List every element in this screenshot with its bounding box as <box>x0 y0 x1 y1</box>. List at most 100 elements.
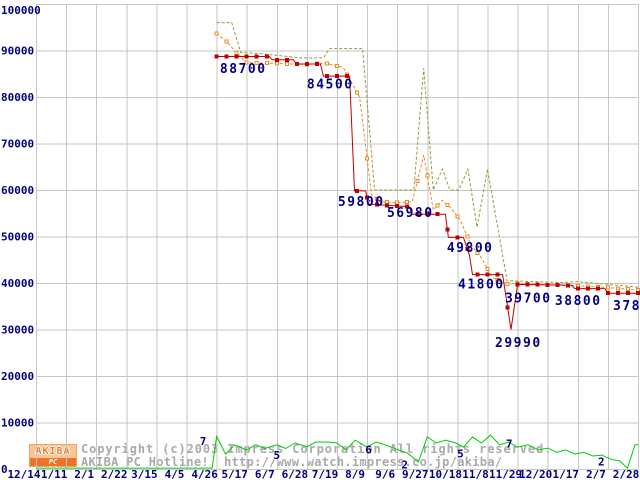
series-lowest-price-marker <box>455 235 460 240</box>
x-tick-label: 8/9 <box>345 468 365 480</box>
y-tick-label: 10000 <box>1 417 34 430</box>
series-average-price-marker <box>224 39 229 44</box>
price-label: 84500 <box>307 77 354 92</box>
count-label: 5 <box>273 449 280 462</box>
series-average-price-marker <box>505 281 510 286</box>
series-lowest-price-marker <box>415 212 420 217</box>
price-label: 41800 <box>458 277 505 292</box>
x-tick-label: 2/22 <box>101 468 128 480</box>
y-tick-label: 90000 <box>1 45 34 58</box>
series-average-price-marker <box>284 61 289 66</box>
series-average-price-marker <box>214 31 219 36</box>
series-lowest-price-marker <box>545 282 550 287</box>
series-lowest-price-marker <box>314 62 319 66</box>
series-lowest-price-marker <box>244 54 249 59</box>
series-shop-count-line <box>36 434 638 469</box>
y-tick-label: 80000 <box>1 91 34 104</box>
series-lowest-price-marker <box>525 282 530 287</box>
x-tick-label: 2/7 <box>586 468 606 480</box>
series-lowest-price-marker <box>224 54 229 59</box>
series-lowest-price-marker <box>395 203 400 208</box>
series-lowest-price-marker <box>274 57 279 62</box>
series-lowest-price-marker <box>435 212 440 217</box>
series-lowest-price-marker <box>375 202 380 207</box>
series-lowest-price-marker <box>254 54 259 59</box>
price-label: 39700 <box>505 291 552 306</box>
price-label: 56980 <box>387 206 434 221</box>
series-lowest-price-marker <box>214 54 219 59</box>
y-tick-label: 60000 <box>1 184 34 197</box>
series-lowest-price-marker <box>585 286 590 291</box>
x-tick-label: 2/1 <box>74 468 94 480</box>
series-lowest-price-marker <box>626 291 630 296</box>
series-lowest-price-marker <box>385 203 390 208</box>
series-average-price-marker <box>445 202 450 207</box>
series-average-price-marker <box>254 60 259 65</box>
series-average-price-marker <box>615 286 620 291</box>
count-label: 6 <box>365 443 372 456</box>
y-tick-label: 100000 <box>1 4 41 17</box>
series-average-price-marker <box>234 50 239 55</box>
y-tick-label: 70000 <box>1 138 34 151</box>
series-lowest-price-marker <box>535 282 540 287</box>
series-lowest-price-marker <box>304 62 309 66</box>
series-lowest-price-marker <box>325 74 329 79</box>
series-average-price-marker <box>485 266 490 271</box>
count-label: 2 <box>598 456 605 469</box>
y-tick-label: 50000 <box>1 231 34 244</box>
x-tick-label: 1/17 <box>553 468 580 480</box>
series-lowest-price-marker <box>485 272 490 277</box>
series-average-price-marker <box>385 200 390 205</box>
x-tick-label: 3/15 <box>131 468 158 480</box>
series-average-price-marker <box>355 90 360 95</box>
series-lowest-price-marker <box>264 54 269 59</box>
count-label: 2 <box>401 458 408 471</box>
price-label: 88700 <box>220 62 267 77</box>
series-lowest-price-marker <box>365 195 370 200</box>
x-tick-label: 11/29 <box>489 468 522 480</box>
x-tick-label: 12/20 <box>519 468 552 480</box>
series-lowest-price-marker <box>355 188 360 193</box>
x-tick-label: 5/17 <box>221 468 248 480</box>
y-tick-label: 0 <box>1 463 8 476</box>
series-lowest-price-marker <box>555 283 560 288</box>
series-average-price-marker <box>636 288 640 292</box>
series-lowest-price-marker <box>345 74 349 79</box>
x-tick-label: 4/26 <box>191 468 218 480</box>
series-lowest-price-marker <box>445 227 450 232</box>
series-lowest-price-marker <box>615 291 620 296</box>
series-lowest-price-marker <box>335 74 339 79</box>
series-lowest-price-marker <box>595 286 600 291</box>
series-lowest-price-marker <box>505 305 510 310</box>
series-average-price-marker <box>244 60 249 65</box>
series-average-price-marker <box>495 277 500 282</box>
series-average-price-marker <box>425 173 430 178</box>
x-tick-label: 4/5 <box>165 468 185 480</box>
series-average-price-marker <box>264 61 269 66</box>
x-tick-label: 2/28 <box>613 468 640 480</box>
copyright-line-2: AKIBA PC Hotline! http://www.watch.impre… <box>81 455 503 469</box>
series-lowest-price-marker <box>294 62 299 66</box>
series-lowest-price-marker <box>234 54 239 59</box>
series-lowest-price-marker <box>465 247 470 252</box>
price-label: 49800 <box>447 241 494 256</box>
series-average-price-marker <box>475 250 480 255</box>
series-lowest-price-marker <box>405 204 410 209</box>
x-tick-label: 7/19 <box>312 468 339 480</box>
series-lowest-price-marker <box>605 291 610 296</box>
series-average-price-marker <box>375 196 380 201</box>
series-lowest-price-marker <box>575 286 580 291</box>
series-highest-price-line <box>216 22 639 288</box>
series-average-price-marker <box>626 287 630 292</box>
series-average-price-marker <box>605 285 610 290</box>
series-average-price-marker <box>405 199 410 204</box>
series-lowest-price-marker <box>284 57 289 62</box>
series-average-price-marker <box>435 203 440 208</box>
price-label: 59800 <box>338 195 385 210</box>
series-average-price-marker <box>335 63 339 68</box>
x-tick-label: 11/8 <box>462 468 489 480</box>
y-tick-label: 20000 <box>1 370 34 383</box>
series-average-price-marker <box>274 61 279 66</box>
